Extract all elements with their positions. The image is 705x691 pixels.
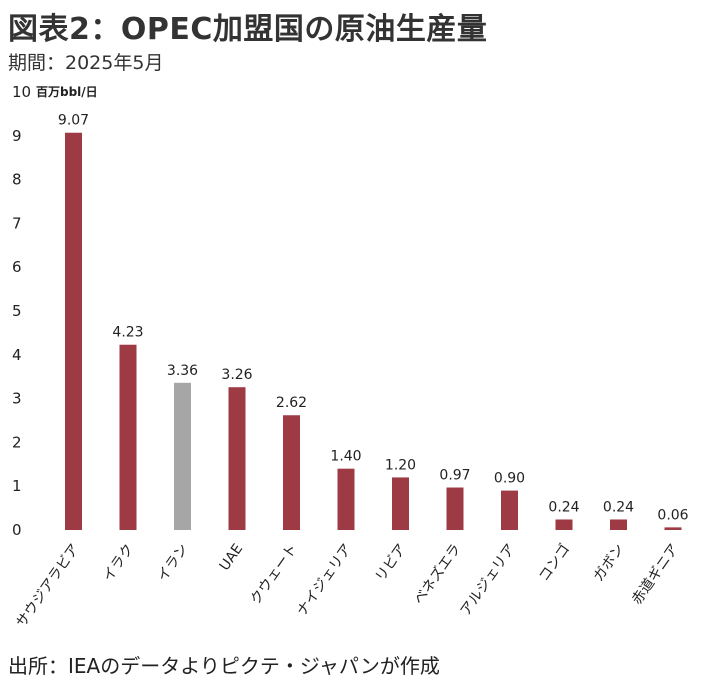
x-category-label: イラン	[155, 541, 192, 585]
y-tick-label: 3	[12, 390, 22, 408]
y-axis: 0 1 2 3 4 5 6 7 8 9 10 百万bbl/日	[12, 83, 98, 539]
bar	[337, 468, 355, 530]
x-category-label: アルジェリア	[458, 541, 519, 619]
bar	[283, 415, 300, 530]
data-label: 3.26	[221, 367, 252, 383]
bar	[664, 527, 682, 530]
x-category-label: ナイジェリア	[294, 541, 355, 619]
y-tick-label: 7	[12, 214, 22, 232]
data-label: 4.23	[112, 325, 143, 341]
y-tick-label: 5	[12, 302, 22, 320]
chart-title: 図表2：OPEC加盟国の原油生産量	[8, 12, 488, 47]
data-label: 1.40	[330, 449, 361, 465]
y-tick-label: 8	[12, 171, 22, 189]
y-tick-label: 2	[12, 433, 22, 451]
x-category-label: ベネズエラ	[411, 541, 464, 608]
data-label: 3.36	[167, 363, 198, 379]
y-tick-label: 1	[12, 477, 22, 495]
bar	[174, 382, 191, 530]
source-note: 出所：IEAのデータよりピクテ・ジャパンが作成	[8, 654, 440, 678]
y-tick-label: 9	[12, 127, 22, 145]
bar	[65, 132, 82, 530]
chart-subtitle: 期間：2025年5月	[8, 52, 164, 74]
data-label: 2.62	[276, 395, 307, 411]
x-category-label: サウジアラビア	[13, 541, 82, 630]
data-label: 9.07	[58, 113, 89, 129]
bar	[555, 519, 573, 530]
data-label: 1.20	[385, 457, 416, 473]
data-label: 0.97	[439, 468, 470, 484]
y-tick-label: 0	[12, 521, 22, 539]
bar	[446, 487, 464, 530]
bars-group	[65, 132, 682, 530]
y-tick-label: 6	[12, 258, 22, 276]
data-label: 0.06	[657, 507, 688, 523]
data-labels-group: 9.07 4.23 3.36 3.26 2.62 1.40 1.20 0.97 0.90 0.24…	[58, 113, 689, 524]
bar	[392, 477, 409, 530]
bar	[610, 519, 627, 530]
x-category-label: ガボン	[591, 541, 628, 585]
x-category-label: コンゴ	[535, 541, 573, 585]
x-category-label: イラク	[100, 541, 137, 585]
x-category-label: リビア	[373, 541, 410, 585]
x-category-label: UAE	[217, 541, 247, 574]
data-label: 0.24	[603, 499, 634, 515]
y-tick-label: 4	[12, 346, 22, 364]
y-axis-unit-label: 百万bbl/日	[36, 85, 98, 99]
bar	[501, 490, 518, 530]
data-label: 0.24	[548, 499, 579, 515]
bar	[228, 387, 246, 530]
y-tick-label: 10	[12, 83, 31, 101]
data-label: 0.90	[494, 471, 525, 487]
x-category-label: クウェート	[248, 541, 301, 608]
bar	[119, 344, 137, 530]
x-category-label: 赤道ギニア	[629, 541, 682, 608]
